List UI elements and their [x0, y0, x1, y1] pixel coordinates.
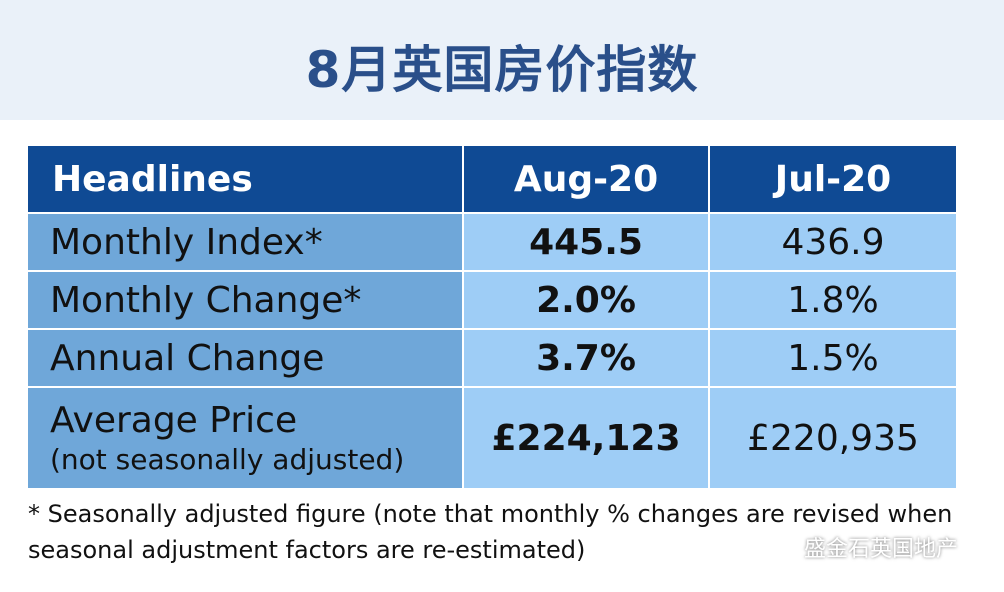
- footnote-line-1: * Seasonally adjusted figure (note that …: [28, 500, 953, 528]
- watermark: 盛金石英国地产: [758, 531, 958, 563]
- row-label: Monthly Change*: [26, 270, 464, 330]
- table-row: Average Price (not seasonally adjusted) …: [26, 386, 958, 490]
- header-jul-20: Jul-20: [708, 144, 958, 214]
- row-label-text: Average Price: [50, 400, 298, 441]
- jul-value: 1.8%: [708, 270, 958, 330]
- row-label-text: Monthly Index*: [50, 221, 323, 263]
- page-title: 8月英国房价指数: [305, 41, 699, 99]
- table-row: Monthly Change* 2.0% 1.8%: [26, 270, 958, 330]
- footnote: * Seasonally adjusted figure (note that …: [28, 496, 968, 568]
- row-label-text: Monthly Change*: [50, 279, 362, 321]
- headlines-table: Headlines Aug-20 Jul-20 Monthly Index* 4…: [26, 144, 958, 490]
- row-label-subtext: (not seasonally adjusted): [50, 443, 405, 476]
- row-label: Average Price (not seasonally adjusted): [26, 386, 464, 490]
- aug-value: 2.0%: [462, 270, 710, 330]
- row-label-text: Annual Change: [50, 337, 325, 379]
- header-headlines: Headlines: [26, 144, 464, 214]
- aug-value: 445.5: [462, 212, 710, 272]
- jul-value: 436.9: [708, 212, 958, 272]
- wechat-icon: [759, 533, 796, 563]
- aug-value: £224,123: [462, 386, 710, 490]
- table-row: Annual Change 3.7% 1.5%: [26, 328, 958, 388]
- jul-value: 1.5%: [708, 328, 958, 388]
- row-label: Annual Change: [26, 328, 464, 388]
- row-label: Monthly Index*: [26, 212, 464, 272]
- jul-value: £220,935: [708, 386, 958, 490]
- aug-value: 3.7%: [462, 328, 710, 388]
- watermark-text: 盛金石英国地产: [804, 537, 959, 562]
- table-row: Monthly Index* 445.5 436.9: [26, 212, 958, 272]
- footnote-line-2: seasonal adjustment factors are re-estim…: [28, 536, 586, 564]
- table-header-row: Headlines Aug-20 Jul-20: [26, 144, 958, 214]
- header-aug-20: Aug-20: [462, 144, 710, 214]
